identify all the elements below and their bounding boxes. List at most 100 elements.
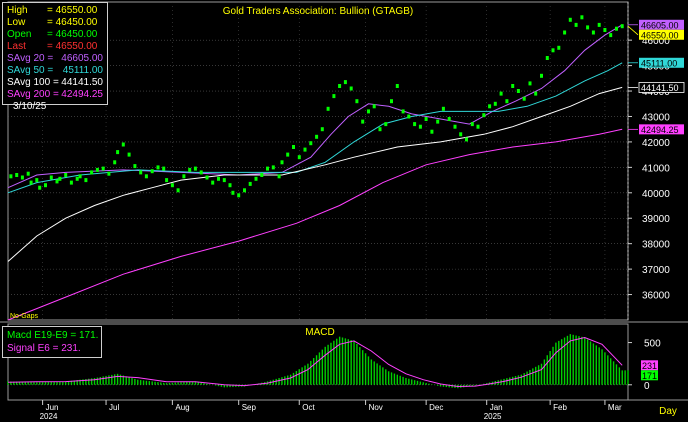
price-point (430, 129, 434, 134)
chart-frame (0, 1, 688, 401)
price-point (297, 155, 301, 160)
price-point (38, 185, 42, 190)
x-tick-label: Oct (302, 403, 315, 412)
price-point (499, 91, 503, 96)
price-point (338, 84, 342, 88)
price-point (248, 181, 252, 186)
price-label: 45111.00 (641, 58, 677, 68)
price-point (231, 190, 235, 195)
price-point (580, 15, 584, 20)
price-point (254, 176, 258, 181)
legend-value: = 46450.00 (47, 17, 98, 28)
legend-value: = 46550.00 (47, 5, 98, 16)
price-point (620, 24, 624, 29)
price-point (292, 145, 295, 149)
x-tick-label: Sep (242, 403, 257, 412)
price-point (332, 94, 336, 99)
price-point (113, 160, 117, 165)
price-point (237, 193, 241, 198)
y-tick-label: 41000 (642, 163, 670, 174)
x-year-label: 2024 (40, 412, 58, 421)
price-point (470, 122, 474, 127)
price-point (441, 106, 445, 111)
price-point (150, 169, 154, 174)
y-tick-label: 37000 (642, 265, 670, 276)
legend-row: SAvg 50 = 45111.00 (7, 65, 103, 77)
price-point (205, 175, 209, 180)
price-point (188, 167, 192, 172)
price-label-leader (627, 25, 639, 36)
price-point (390, 99, 393, 104)
legend-row: Low = 46450.00 (7, 17, 103, 29)
price-point (476, 124, 480, 129)
x-tick-label: Aug (175, 403, 189, 412)
price-point (271, 165, 275, 170)
price-point (286, 152, 290, 157)
price-point (127, 152, 131, 157)
macd-value-label: 231 (642, 361, 657, 371)
price-markers (9, 15, 624, 198)
price-point (107, 171, 111, 176)
price-point (378, 127, 382, 132)
x-tick-label: Mar (608, 403, 622, 412)
legend-key: Open (7, 29, 32, 40)
macd-legend-signal: Signal E6 = 231. (7, 343, 81, 354)
price-point (574, 22, 578, 27)
series-line (7, 128, 623, 321)
price-point (424, 117, 428, 121)
x-year-label: 2025 (484, 412, 502, 421)
price-point (260, 173, 264, 177)
price-point (222, 178, 226, 183)
y-tick-label: 42000 (642, 138, 670, 149)
price-point (453, 124, 457, 129)
legend-row: High = 46550.00 (7, 5, 103, 17)
price-point (26, 171, 30, 176)
x-tick-label: Jan (490, 403, 503, 412)
price-point (488, 104, 492, 109)
price-point (326, 106, 330, 111)
legend-row: Open = 46450.00 (7, 29, 103, 41)
price-point (84, 178, 88, 183)
price-point (55, 179, 59, 184)
y-tick-label: 46000 (642, 36, 670, 47)
price-label-box (638, 82, 685, 93)
legend-row: Last = 46550.00 (7, 41, 103, 53)
price-point (384, 122, 388, 127)
legend-key: Last (7, 41, 26, 52)
price-label: 44141.50 (641, 83, 679, 93)
legend-value: 42494.25 (61, 89, 103, 100)
macd-value-label: 171 (642, 371, 657, 381)
price-point (603, 28, 607, 32)
series-line (7, 62, 623, 194)
price-legend: High = 46550.00 Low = 46450.00 Open = 46450.0… (2, 2, 108, 112)
price-point (139, 170, 143, 175)
price-point (228, 183, 232, 188)
price-point (165, 178, 169, 183)
macd-legend: Macd E19-E9 = 171. Signal E6 = 231. (2, 326, 102, 358)
price-point (586, 25, 590, 30)
series-line (7, 86, 623, 262)
y-tick-label: 43000 (642, 112, 670, 123)
price-point (170, 183, 174, 188)
y-tick-label: 38000 (642, 240, 670, 251)
price-point (95, 167, 99, 172)
price-label-box (639, 57, 684, 68)
legend-key: SAvg 50 = (7, 65, 54, 76)
macd-title: MACD (305, 327, 334, 338)
price-point (20, 175, 24, 180)
macd-value-box (641, 360, 658, 371)
x-tick-label: Jul (109, 403, 119, 412)
price-point (176, 188, 180, 193)
legend-key: SAvg 200 = (7, 89, 59, 100)
price-point (459, 132, 463, 137)
legend-value: 44141.50 (61, 77, 103, 88)
price-point (320, 127, 324, 132)
price-point (367, 109, 370, 114)
price-point (29, 180, 33, 185)
price-label: 46550.00 (641, 30, 679, 40)
legend-value: = 46550.00 (47, 41, 98, 52)
price-point (349, 86, 353, 91)
price-point (407, 114, 411, 119)
price-point (211, 180, 215, 185)
